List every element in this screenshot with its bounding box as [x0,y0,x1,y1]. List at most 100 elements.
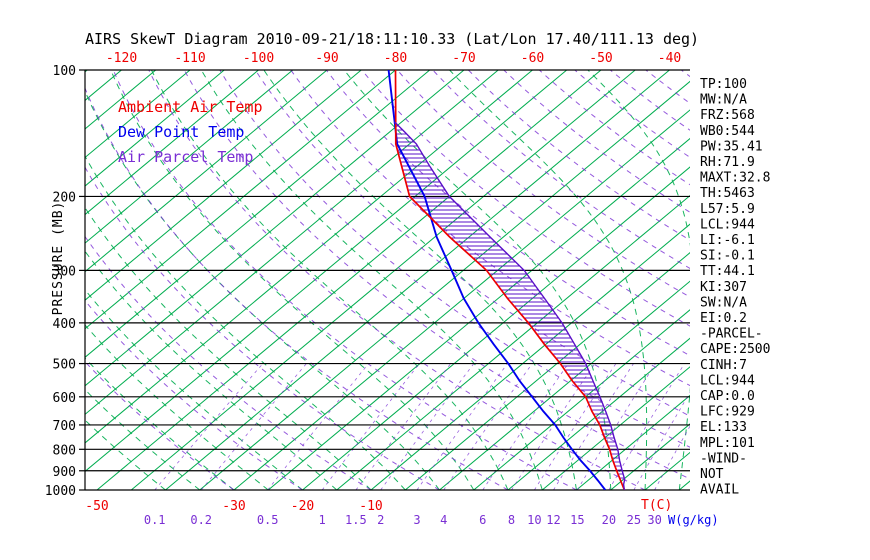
mixing-ratio-tick-label: 2 [377,513,384,527]
top-temp-tick-label: -40 [658,51,681,66]
stats-line: TH:5463 [700,186,755,201]
isotherm-line [96,70,602,490]
isotherm-line [439,280,690,490]
isotherm-line [85,70,328,273]
stats-line: MPL:101 [700,436,755,451]
isotherm-line [541,366,690,490]
pressure-tick-label: 400 [53,317,76,332]
pressure-tick-label: 900 [53,465,76,480]
stats-line: SI:-0.1 [700,249,755,264]
dry-adiabat-line [467,70,690,241]
moist-adiabat-line [587,70,690,490]
dry-adiabat-line [112,70,577,490]
stats-line: MAXT:32.8 [700,171,770,186]
isotherm-line [130,70,636,490]
pressure-tick-label: 800 [53,443,76,458]
mixing-ratio-tick-label: 6 [479,513,486,527]
isotherm-line [85,70,499,416]
chart-title: AIRS SkewT Diagram 2010-09-21/18:11:10.3… [85,30,699,48]
mixing-ratio-tick-label: 12 [546,513,560,527]
stats-line: LCL:944 [700,217,755,232]
stats-line: LCL:944 [700,373,755,388]
top-temp-tick-label: -70 [452,51,475,66]
dry-adiabat-line [574,70,690,158]
isotherm-line [85,70,533,444]
stats-line: LI:-6.1 [700,233,755,248]
mixing-ratio-tick-label: 4 [440,513,447,527]
isotherm-line [576,394,690,490]
stats-line: LFC:929 [700,405,755,420]
pressure-tick-label: 500 [53,358,76,373]
stats-line: TT:44.1 [700,264,755,279]
stats-line: -PARCEL- [700,327,763,342]
mixing-ratio-tick-label: 15 [570,513,584,527]
moist-adiabat-line [448,70,648,490]
mixing-ratio-tick-label: 0.2 [190,513,212,527]
mixing-ratio-line [416,363,508,490]
pressure-tick-label: 300 [53,264,76,279]
dry-adiabat-line [361,70,690,327]
pressure-tick-label: 1000 [45,484,76,499]
mixing-ratio-tick-label: 0.1 [144,513,166,527]
mixing-ratio-tick-label: 8 [508,513,515,527]
moist-adiabat-line [85,250,338,490]
stats-panel: TP:100MW:N/AFRZ:568WB0:544PW:35.41RH:71.… [700,77,770,498]
isotherm-line [85,70,259,216]
stats-line: MW:N/A [700,93,747,108]
stats-line: CAP:0.0 [700,389,755,404]
top-temp-tick-label: -120 [106,51,137,66]
moist-adiabat-line [85,89,440,490]
dry-adiabat-line [538,70,690,186]
moist-adiabat-line [85,388,201,490]
legend-dew-point-temp: Dew Point Temp [118,123,244,141]
isotherm-line [370,223,690,490]
mixing-ratio-tick-label: 3 [413,513,420,527]
stats-line: AVAIL [700,483,739,498]
dry-adiabat-line [85,166,440,490]
moist-adiabat-line [200,70,543,490]
mixing-ratio-line [608,363,685,490]
bottom-temp-tick-label: -20 [291,499,314,514]
moist-adiabat-line [263,70,577,490]
dry-adiabat-line [219,70,690,448]
pressure-tick-label: 700 [53,419,76,434]
mixing-ratio-tick-label: 0.5 [257,513,279,527]
pressure-grid [79,69,690,491]
legend: Ambient Air Temp Dew Point Temp Air Parc… [118,98,263,166]
top-temp-tick-label: -100 [243,51,274,66]
moist-adiabat-line [85,155,406,490]
dry-adiabat-line [85,299,303,490]
top-temp-tick-label: -50 [589,51,612,66]
mixing-ratio-tick-label: 25 [627,513,641,527]
mixing-ratio-tick-label: 1 [319,513,326,527]
mixing-ratio-tick-label: 10 [527,513,541,527]
mixing-ratio-line [200,363,307,490]
stats-line: RH:71.9 [700,155,755,170]
legend-air-parcel-temp: Air Parcel Temp [118,148,253,166]
stats-line: FRZ:568 [700,108,755,123]
pressure-tick-label: 600 [53,391,76,406]
stats-line: SW:N/A [700,295,747,310]
isotherm-line [302,166,690,490]
mixing-ratio-line [380,363,475,490]
dewpoint-temp-curve [387,70,607,490]
isotherm-line [336,194,690,490]
mixing-ratio-tick-label: 20 [602,513,616,527]
isotherm-line [165,70,670,490]
stats-line: WB0:544 [700,124,755,139]
mixing-ratio-tick-label: 30 [647,513,661,527]
sounding-curves [387,70,626,490]
stats-line: NOT [700,467,724,482]
dry-adiabat-line [148,70,646,490]
mixing-ratio-line [443,363,533,490]
moist-adiabat-line [110,70,475,490]
background-lines [85,70,690,490]
dry-adiabat-line [85,86,509,490]
mixing-ratio-tick-label: 1.5 [345,513,367,527]
dry-adiabat-line [183,70,690,480]
stats-line: TP:100 [700,77,747,92]
top-temp-tick-label: -90 [315,51,338,66]
top-temp-tick-label: -110 [174,51,205,66]
